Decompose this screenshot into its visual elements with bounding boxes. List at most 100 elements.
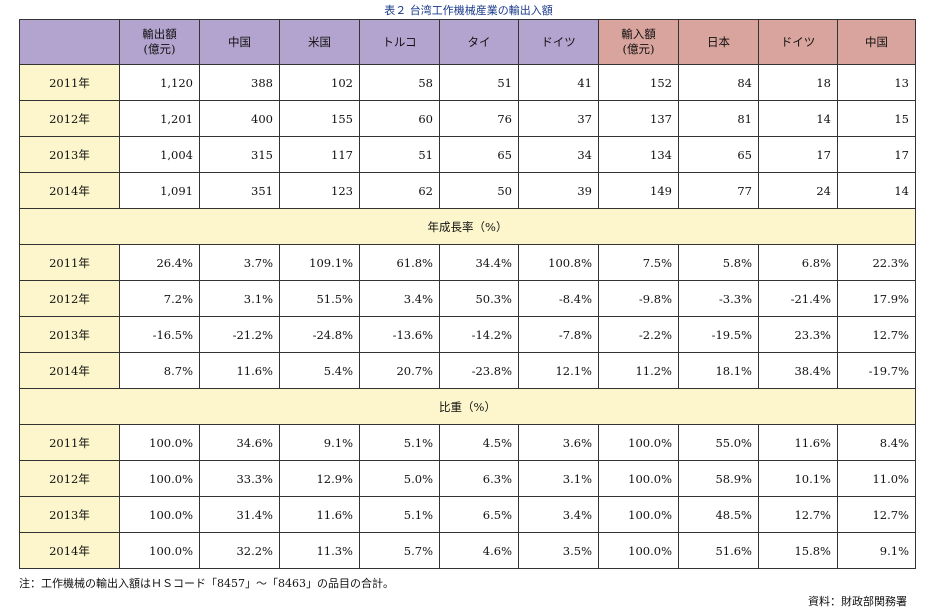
value-cell: -3.3%	[678, 280, 759, 317]
value-cell: -21.4%	[758, 280, 838, 317]
value-cell: 109.1%	[279, 244, 360, 281]
value-cell: 32.2%	[199, 532, 280, 569]
value-cell: -8.4%	[518, 280, 599, 317]
year-cell: 2012年	[19, 460, 120, 497]
value-cell: 3.4%	[518, 496, 599, 533]
value-cell: 11.2%	[598, 352, 679, 389]
value-cell: 61.8%	[359, 244, 440, 281]
value-cell: 4.5%	[439, 424, 519, 461]
value-cell: 4.6%	[439, 532, 519, 569]
header-cell: 輸入額 (億元)	[598, 19, 679, 65]
year-cell: 2014年	[19, 352, 120, 389]
value-cell: 11.6%	[199, 352, 280, 389]
value-cell: 62	[359, 172, 440, 209]
value-cell: 12.9%	[279, 460, 360, 497]
table-row: 2012年 7.2% 3.1% 51.5% 3.4% 50.3% -8.4% -9.8% -3.…	[19, 280, 916, 317]
value-cell: 50	[439, 172, 519, 209]
value-cell: 8.7%	[119, 352, 200, 389]
value-cell: 11.6%	[279, 496, 360, 533]
year-cell: 2013年	[19, 316, 120, 353]
footnote: 注：工作機械の輸出入額はＨＳコード「8457」～「8463」の品目の合計。	[19, 577, 394, 590]
value-cell: 102	[279, 64, 360, 101]
value-cell: 5.4%	[279, 352, 360, 389]
value-cell: 11.3%	[279, 532, 360, 569]
header-row: 輸出額 (億元) 中国 米国 トルコ タイ ドイツ 輸入額 (億元) 日本 ドイ…	[19, 19, 916, 65]
value-cell: 31.4%	[199, 496, 280, 533]
year-cell: 2014年	[19, 172, 120, 209]
value-cell: 6.3%	[439, 460, 519, 497]
value-cell: -16.5%	[119, 316, 200, 353]
value-cell: 17.9%	[837, 280, 916, 317]
value-cell: 3.5%	[518, 532, 599, 569]
value-cell: 50.3%	[439, 280, 519, 317]
year-cell: 2013年	[19, 136, 120, 173]
value-cell: -7.8%	[518, 316, 599, 353]
value-cell: 65	[678, 136, 759, 173]
header-cell: 輸出額 (億元)	[119, 19, 200, 65]
value-cell: 100.0%	[119, 460, 200, 497]
value-cell: 11.6%	[758, 424, 838, 461]
value-cell: 5.7%	[359, 532, 440, 569]
value-cell: 12.7%	[758, 496, 838, 533]
value-cell: 76	[439, 100, 519, 137]
value-cell: 12.7%	[837, 316, 916, 353]
value-cell: 18.1%	[678, 352, 759, 389]
value-cell: 100.0%	[119, 532, 200, 569]
value-cell: 9.1%	[279, 424, 360, 461]
value-cell: 34	[518, 136, 599, 173]
table-row: 2012年 100.0% 33.3% 12.9% 5.0% 6.3% 3.1% 100.0% 5…	[19, 460, 916, 497]
value-cell: 388	[199, 64, 280, 101]
value-cell: 100.0%	[598, 532, 679, 569]
table-row: 2011年 1,120 388 102 58 51 41 152 84 18 13	[19, 64, 916, 101]
value-cell: 51.6%	[678, 532, 759, 569]
year-cell: 2011年	[19, 424, 120, 461]
value-cell: 14	[837, 172, 916, 209]
value-cell: 65	[439, 136, 519, 173]
header-cell: タイ	[439, 19, 519, 65]
header-cell: 中国	[837, 19, 916, 65]
value-cell: 18	[758, 64, 838, 101]
value-cell: 400	[199, 100, 280, 137]
value-cell: -13.6%	[359, 316, 440, 353]
value-cell: 100.0%	[598, 460, 679, 497]
value-cell: 22.3%	[837, 244, 916, 281]
value-cell: 51	[439, 64, 519, 101]
value-cell: 10.1%	[758, 460, 838, 497]
value-cell: 5.8%	[678, 244, 759, 281]
table-row: 2014年 1,091 351 123 62 50 39 149 77 24 14	[19, 172, 916, 209]
table-title: 表２ 台湾工作機械産業の輸出入額	[384, 4, 553, 17]
year-cell: 2011年	[19, 64, 120, 101]
value-cell: 81	[678, 100, 759, 137]
value-cell: 12.7%	[837, 496, 916, 533]
value-cell: 15.8%	[758, 532, 838, 569]
value-cell: -19.5%	[678, 316, 759, 353]
header-cell: 中国	[199, 19, 280, 65]
value-cell: 100.0%	[598, 424, 679, 461]
value-cell: 8.4%	[837, 424, 916, 461]
header-cell: ドイツ	[758, 19, 838, 65]
header-corner	[19, 19, 120, 65]
value-cell: 134	[598, 136, 679, 173]
value-cell: 6.5%	[439, 496, 519, 533]
year-cell: 2012年	[19, 280, 120, 317]
trade-table: 輸出額 (億元) 中国 米国 トルコ タイ ドイツ 輸入額 (億元) 日本 ドイ…	[19, 19, 916, 569]
value-cell: 51	[359, 136, 440, 173]
value-cell: 34.6%	[199, 424, 280, 461]
value-cell: 1,091	[119, 172, 200, 209]
value-cell: 26.4%	[119, 244, 200, 281]
value-cell: 100.0%	[598, 496, 679, 533]
value-cell: 58.9%	[678, 460, 759, 497]
header-cell: 日本	[678, 19, 759, 65]
value-cell: 84	[678, 64, 759, 101]
value-cell: 117	[279, 136, 360, 173]
value-cell: -23.8%	[439, 352, 519, 389]
value-cell: 20.7%	[359, 352, 440, 389]
value-cell: 13	[837, 64, 916, 101]
header-cell: トルコ	[359, 19, 440, 65]
value-cell: 60	[359, 100, 440, 137]
table-row: 2011年 26.4% 3.7% 109.1% 61.8% 34.4% 100.8% 7.5%…	[19, 244, 916, 281]
section-label: 比重（%）	[19, 388, 916, 425]
value-cell: 37	[518, 100, 599, 137]
value-cell: 48.5%	[678, 496, 759, 533]
source-note: 資料：財政部関務署	[808, 595, 907, 608]
